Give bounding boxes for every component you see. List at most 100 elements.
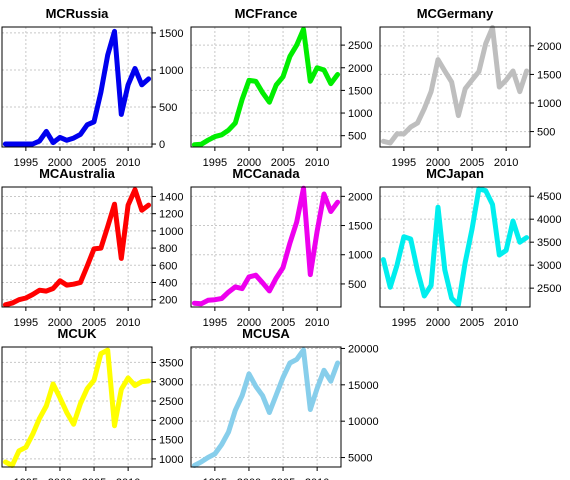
x-tick-label: 2005 bbox=[460, 157, 484, 169]
panel-mcjapan: MCJapan 1995 2000 2005 2010 2500 3000 3500 4000 4… bbox=[379, 166, 561, 329]
y-tick-label: 1500 bbox=[348, 85, 372, 97]
y-tick-label: 4500 bbox=[537, 191, 561, 203]
x-tick-label: 1995 bbox=[14, 477, 38, 480]
y-tick-label: 1000 bbox=[348, 250, 372, 262]
y-tick-label: 1500 bbox=[537, 69, 561, 81]
y-tick-label: 1000 bbox=[159, 65, 183, 77]
y-tick-label: 1500 bbox=[348, 221, 372, 233]
y-tick-label: 800 bbox=[159, 243, 177, 255]
series-line bbox=[2, 28, 152, 147]
panel-mcrussia: MCRussia 1995 2000 2005 2010 0 500 1000 1500 bbox=[1, 6, 183, 169]
series-line bbox=[2, 347, 152, 468]
y-tick-label: 2500 bbox=[537, 283, 561, 295]
panel-mcaustralia: MCAustralia 1995 2000 2005 2010 200 400 600 800 1… bbox=[1, 166, 183, 329]
panel-mcfrance: MCFrance 1995 2000 2005 2010 500 1000 1500 2000 2… bbox=[190, 6, 372, 169]
panel-title: MCJapan bbox=[426, 166, 484, 181]
y-tick-label: 1000 bbox=[159, 454, 183, 466]
y-tick-label: 1200 bbox=[159, 209, 183, 221]
panel-mcgermany: MCGermany 1995 2000 2005 2010 500 1000 1500 2000 bbox=[379, 6, 561, 169]
x-tick-label: 2000 bbox=[237, 157, 261, 169]
x-tick-label: 1995 bbox=[203, 317, 227, 329]
plot-frame bbox=[1, 346, 153, 468]
x-tick-label: 2010 bbox=[305, 317, 329, 329]
series-line bbox=[191, 347, 341, 468]
x-tick-label: 2005 bbox=[271, 157, 295, 169]
panel-title: MCUSA bbox=[242, 326, 290, 341]
y-tick-label: 1000 bbox=[348, 108, 372, 120]
y-tick-label: 3000 bbox=[537, 260, 561, 272]
y-tick-label: 2000 bbox=[159, 415, 183, 427]
x-tick-label: 2010 bbox=[494, 157, 518, 169]
x-tick-label: 1995 bbox=[392, 157, 416, 169]
y-tick-label: 1400 bbox=[159, 191, 183, 203]
y-tick-label: 5000 bbox=[348, 453, 372, 465]
plot-frame bbox=[190, 26, 342, 148]
x-tick-label: 2000 bbox=[48, 477, 72, 480]
panel-title: MCCanada bbox=[232, 166, 300, 181]
x-tick-label: 1995 bbox=[14, 157, 38, 169]
series-line bbox=[380, 186, 530, 308]
x-tick-label: 2010 bbox=[116, 157, 140, 169]
plot-frame bbox=[1, 186, 153, 308]
x-tick-label: 2005 bbox=[82, 317, 106, 329]
series-line bbox=[191, 185, 341, 307]
y-tick-label: 500 bbox=[537, 127, 555, 139]
y-tick-label: 20000 bbox=[348, 343, 379, 355]
panel-title: MCRussia bbox=[46, 6, 110, 21]
y-tick-label: 15000 bbox=[348, 380, 379, 392]
panel-title: MCGermany bbox=[417, 6, 494, 21]
x-tick-label: 2010 bbox=[494, 317, 518, 329]
y-tick-label: 2000 bbox=[537, 41, 561, 53]
x-tick-label: 2000 bbox=[237, 477, 261, 480]
series-line bbox=[380, 25, 530, 146]
y-tick-label: 1000 bbox=[159, 226, 183, 238]
plot-frame bbox=[1, 26, 153, 148]
x-tick-label: 2005 bbox=[82, 157, 106, 169]
x-tick-label: 2005 bbox=[82, 477, 106, 480]
x-tick-label: 2000 bbox=[237, 317, 261, 329]
y-tick-label: 1500 bbox=[159, 435, 183, 447]
x-tick-label: 2010 bbox=[305, 157, 329, 169]
y-tick-label: 2000 bbox=[348, 191, 372, 203]
x-tick-label: 2010 bbox=[305, 477, 329, 480]
plot-frame bbox=[190, 346, 342, 468]
x-tick-label: 1995 bbox=[14, 317, 38, 329]
y-tick-label: 3500 bbox=[159, 357, 183, 369]
y-tick-label: 3500 bbox=[537, 237, 561, 249]
y-tick-label: 600 bbox=[159, 260, 177, 272]
plot-frame bbox=[379, 186, 531, 308]
x-tick-label: 2000 bbox=[48, 157, 72, 169]
y-tick-label: 4000 bbox=[537, 214, 561, 226]
y-tick-label: 0 bbox=[159, 139, 165, 151]
panel-mcusa: MCUSA 1995 2000 2005 2010 5000 10000 15000 20000 bbox=[190, 326, 379, 480]
x-tick-label: 2005 bbox=[271, 477, 295, 480]
x-tick-label: 2010 bbox=[116, 477, 140, 480]
x-tick-label: 2010 bbox=[116, 317, 140, 329]
y-tick-label: 500 bbox=[348, 279, 366, 291]
series-line bbox=[191, 26, 341, 148]
panel-title: MCAustralia bbox=[39, 166, 116, 181]
x-tick-label: 1995 bbox=[203, 477, 227, 480]
y-tick-label: 2500 bbox=[159, 396, 183, 408]
panel-mccanada: MCCanada 1995 2000 2005 2010 500 1000 1500 2000 bbox=[190, 166, 372, 329]
panel-title: MCUK bbox=[58, 326, 98, 341]
y-tick-label: 2500 bbox=[348, 40, 372, 52]
panel-mcuk: MCUK 1995 2000 2005 2010 1000 1500 2000 2500 3000… bbox=[1, 326, 183, 480]
plot-frame bbox=[379, 26, 531, 148]
y-tick-label: 2000 bbox=[348, 63, 372, 75]
x-tick-label: 1995 bbox=[203, 157, 227, 169]
x-tick-label: 1995 bbox=[392, 317, 416, 329]
plot-frame bbox=[190, 186, 342, 308]
y-tick-label: 400 bbox=[159, 277, 177, 289]
y-tick-label: 200 bbox=[159, 295, 177, 307]
x-tick-label: 2000 bbox=[426, 317, 450, 329]
panel-title: MCFrance bbox=[235, 6, 298, 21]
y-tick-label: 10000 bbox=[348, 416, 379, 428]
y-tick-label: 500 bbox=[348, 131, 366, 143]
x-tick-label: 2000 bbox=[48, 317, 72, 329]
series-line bbox=[2, 187, 152, 308]
y-tick-label: 1500 bbox=[159, 28, 183, 40]
y-tick-label: 500 bbox=[159, 102, 177, 114]
x-tick-label: 2000 bbox=[426, 157, 450, 169]
